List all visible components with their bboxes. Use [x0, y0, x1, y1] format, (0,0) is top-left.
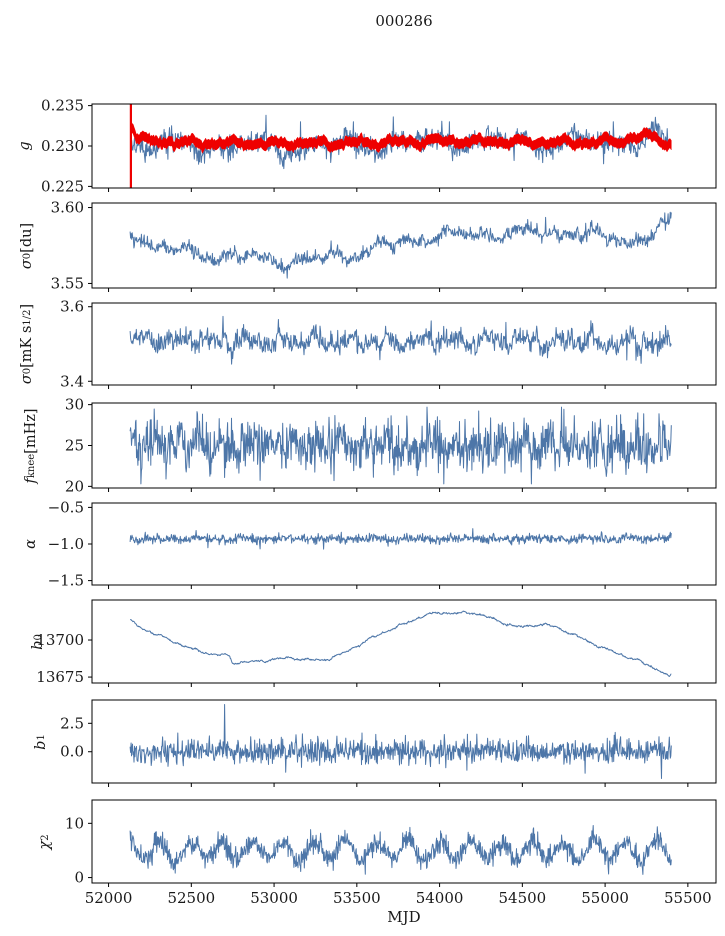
alpha-series: [129, 528, 672, 550]
ytick-label: 0.225: [41, 177, 84, 195]
x-axis-label: MJD: [387, 908, 421, 926]
panel-b1: 0.0 2.5: [60, 699, 717, 787]
panel-b0-x-ticks: [108, 683, 689, 687]
xtick-label: 52000: [85, 889, 133, 907]
b1-series: [129, 704, 672, 779]
sigma0-du-series: [129, 211, 672, 279]
panel-sigma0-mks-series-group: [129, 315, 672, 365]
ytick-label: −1.5: [48, 572, 84, 590]
panel-alpha-series-group: [129, 528, 672, 550]
panel-b0-y-ticks: 13675 13700: [36, 631, 92, 686]
g-model-band: [130, 119, 672, 154]
ytick-label: 3.6: [60, 298, 84, 316]
xtick-label: 55000: [581, 889, 629, 907]
panel-b1-series-group: [129, 704, 672, 779]
chart-title: 000286: [375, 12, 433, 30]
panel-sigma0-du-x-ticks: [108, 288, 689, 292]
panel-chi2: 0 10 52000 52500 53000 53500 54000 54500 55000 55…: [65, 799, 717, 907]
panel-sigma0-mks-axes: [91, 302, 717, 386]
xtick-label: 52500: [167, 889, 215, 907]
panel-chi2-y-ticks: 0 10: [65, 814, 92, 887]
ytick-label: 30: [65, 396, 84, 414]
chi2-series: [129, 825, 672, 875]
ytick-label: 0.235: [41, 97, 84, 115]
panel-fknee-series-group: [129, 406, 672, 485]
panel-chi2-x-ticks: 52000 52500 53000 53500 54000 54500 55000 55500: [85, 883, 712, 907]
panel-sigma0-du: 3.55 3.60: [51, 199, 717, 292]
panel-b0-series-group: [129, 610, 672, 677]
xtick-label: 54500: [498, 889, 546, 907]
panel-alpha: −0.5 −1.0 −1.5: [48, 498, 717, 590]
panel-b0-axes: [91, 599, 717, 684]
ytick-label: 13700: [36, 631, 84, 649]
panel-sigma0-du-axes: [91, 202, 717, 289]
panel-sigma0-mks: 3.4 3.6: [60, 298, 717, 390]
panel-fknee-x-ticks: [108, 488, 689, 492]
panel-sigma0-du-series-group: [129, 211, 672, 279]
panel-chi2-axes: [91, 799, 717, 884]
fknee-series: [129, 406, 672, 485]
ytick-label: 3.60: [51, 199, 84, 217]
ytick-label: −0.5: [48, 498, 84, 516]
ytick-label: 20: [65, 477, 84, 495]
ytick-label: 0: [74, 869, 84, 887]
b0-series: [129, 610, 672, 677]
ytick-label: 13675: [36, 668, 84, 686]
panel-b1-x-ticks: [108, 783, 689, 787]
panel-g: 0.225 0.230 0.235: [41, 97, 717, 195]
xtick-label: 54000: [416, 889, 464, 907]
xtick-label: 53000: [250, 889, 298, 907]
panel-chi2-series-group: [129, 825, 672, 875]
xtick-label: 53500: [333, 889, 381, 907]
panel-alpha-x-ticks: [108, 585, 689, 589]
ytick-label: 25: [65, 437, 84, 455]
ytick-label: −1.0: [48, 535, 84, 553]
panel-g-y-ticks: 0.225 0.230 0.235: [41, 97, 92, 195]
panel-b1-y-ticks: 0.0 2.5: [60, 714, 92, 761]
panel-sigma0-mks-x-ticks: [108, 385, 689, 389]
panel-fknee: 20 25 30: [65, 396, 717, 495]
panel-alpha-axes: [91, 502, 717, 586]
panel-g-x-ticks: [108, 188, 689, 192]
panel-sigma0-du-y-ticks: 3.55 3.60: [51, 199, 92, 292]
ytick-label: 10: [65, 814, 84, 832]
ytick-label: 0.0: [60, 743, 84, 761]
ytick-label: 3.4: [60, 372, 84, 390]
panel-fknee-y-ticks: 20 25 30: [65, 396, 92, 495]
ytick-label: 0.230: [41, 137, 84, 155]
panel-sigma0-mks-y-ticks: 3.4 3.6: [60, 298, 92, 390]
ytick-label: 3.55: [51, 274, 84, 292]
panel-g-series-group: [129, 104, 672, 188]
xtick-label: 55500: [664, 889, 712, 907]
ytick-label: 2.5: [60, 714, 84, 732]
panel-b1-axes: [91, 699, 717, 784]
sigma0-mks-series: [129, 315, 672, 365]
panel-b0: 13675 13700: [36, 599, 717, 687]
panel-alpha-y-ticks: −0.5 −1.0 −1.5: [48, 498, 92, 590]
